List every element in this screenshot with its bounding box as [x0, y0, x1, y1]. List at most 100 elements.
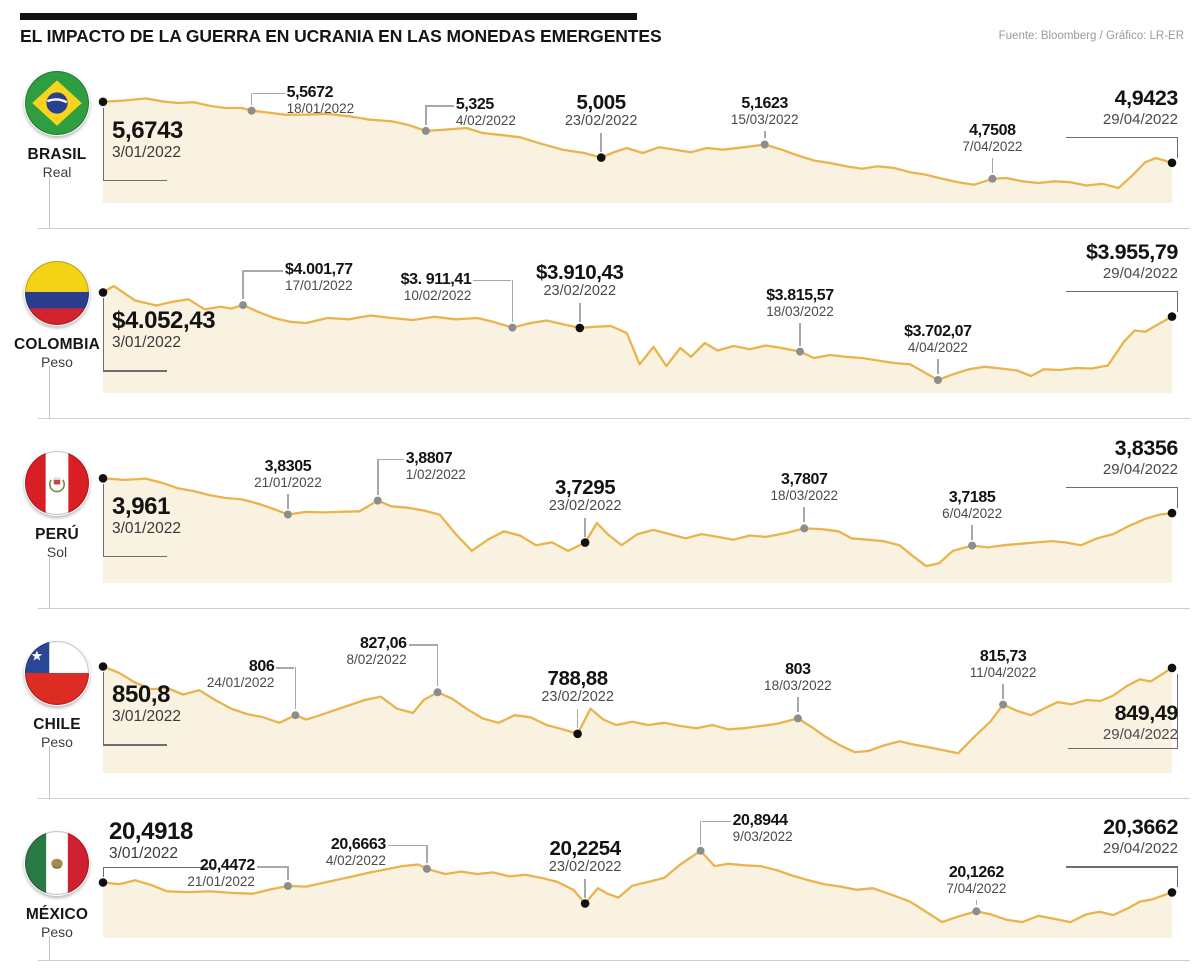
annotation-value: 3,8305: [264, 457, 312, 475]
annotation-bracket: [103, 556, 167, 558]
annotation-date: 18/03/2022: [766, 303, 834, 319]
annotation-start: 850,8 3/01/2022: [112, 682, 181, 727]
annotation-value: 4,7508: [969, 121, 1016, 139]
country-label: CHILE: [33, 716, 81, 733]
annotation-date: 18/01/2022: [286, 100, 355, 116]
annotation-connector: [473, 279, 512, 282]
annotation-key: $3.910,43 23/02/2022: [536, 262, 624, 300]
data-point-dot: [247, 106, 256, 115]
data-point-dot: [98, 474, 108, 483]
annotation-value: 5,325: [455, 95, 494, 113]
colombia-line-chart: $4.052,43 3/01/2022 $4.001,77 17/01/2022 $3.…: [0, 240, 1200, 440]
annotation-date: 21/01/2022: [254, 474, 322, 490]
annotation-date: 3/01/2022: [109, 844, 178, 862]
annotation-date: 29/04/2022: [1102, 725, 1178, 743]
annotation-date: 11/04/2022: [969, 664, 1037, 680]
annotation-connector: [1002, 683, 1004, 699]
annotation-value: 3,7295: [554, 475, 616, 499]
country-label: PERÚ: [35, 526, 79, 543]
data-point-dot: [793, 714, 802, 723]
annotation-connector: [971, 524, 973, 540]
data-point-dot: [575, 323, 585, 333]
data-point-dot: [239, 301, 247, 310]
annotation-mid: 4,7508 7/04/2022: [962, 122, 1022, 155]
annotation-end: $3.955,79 29/04/2022: [1086, 240, 1178, 283]
annotation-connector: [387, 844, 426, 847]
annotation-date: 23/02/2022: [564, 112, 638, 129]
data-point-dot: [421, 126, 430, 135]
annotation-end: 20,3662 29/04/2022: [1103, 816, 1178, 858]
annotation-bracket: [1068, 747, 1178, 750]
peru-line-chart: 3,961 3/01/2022 3,8305 21/01/2022 3,8807 1/02…: [0, 437, 1200, 630]
annotation-date: 3/01/2022: [112, 708, 181, 726]
annotation-bracket: [103, 672, 105, 745]
leader-line: [49, 556, 50, 608]
brazil-flag-icon: [24, 70, 90, 136]
data-point-dot: [422, 864, 431, 873]
annotation-bracket: [1176, 136, 1178, 158]
annotation-mid: $4.001,77 17/01/2022: [285, 261, 353, 294]
source-credit: Fuente: Bloomberg / Gráfico: LR-ER: [998, 30, 1184, 42]
annotation-key: 3,7295 23/02/2022: [549, 477, 622, 515]
data-point-dot: [373, 496, 382, 505]
annotation-mid: 3,7185 6/04/2022: [942, 489, 1002, 522]
chart-section-colombia: COLOMBIA Peso $4.052,43 3/01/2022 $4.001,7…: [0, 240, 1200, 440]
annotation-value: 20,6663: [330, 835, 386, 853]
annotation-date: 18/03/2022: [770, 488, 839, 504]
chart-section-brasil: BRASIL Real 5,6743 3/01/2022 5,5672 18/01/2…: [0, 60, 1200, 250]
data-point-dot: [1167, 888, 1177, 897]
annotation-date: 8/02/2022: [346, 652, 407, 668]
data-point-dot: [1167, 663, 1177, 673]
annotation-connector: [799, 322, 801, 346]
annotation-bracket: [1176, 673, 1178, 748]
annotation-bracket: [103, 866, 215, 868]
section-separator: [38, 228, 1190, 229]
currency-area-fill: [103, 98, 1172, 203]
annotation-mid: 5,1623 15/03/2022: [731, 95, 799, 128]
chile-chart-svg: [98, 662, 1177, 773]
annotation-connector: [991, 157, 994, 173]
leader-line: [49, 936, 50, 960]
mexico-chart-svg: [98, 846, 1177, 938]
section-separator: [38, 418, 1190, 419]
annotation-connector: [376, 458, 379, 495]
chile-flag-icon: [24, 640, 90, 706]
annotation-mid: 5,325 4/02/2022: [456, 96, 516, 129]
annotation-key: 788,88 23/02/2022: [541, 668, 614, 706]
data-point-dot: [1167, 508, 1177, 518]
annotation-date: 7/04/2022: [962, 138, 1023, 154]
annotation-value: 3,7807: [780, 471, 828, 489]
annotation-connector: [426, 104, 454, 107]
annotation-start: 20,4918 3/01/2022: [109, 819, 193, 864]
annotation-bracket: [103, 179, 167, 181]
annotation-bracket: [1066, 487, 1178, 489]
annotation-mid: 815,73 11/04/2022: [970, 648, 1037, 681]
annotation-value: 20,4918: [109, 817, 193, 845]
annotation-value: 827,06: [360, 635, 407, 653]
data-point-dot: [796, 347, 804, 356]
annotation-value: 20,1262: [948, 864, 1004, 882]
section-separator: [38, 608, 1190, 609]
annotation-mid: 827,06 8/02/2022: [347, 635, 407, 668]
data-point-dot: [800, 524, 809, 533]
annotation-date: 9/03/2022: [732, 828, 793, 844]
annotation-value: 20,4472: [199, 857, 255, 875]
annotation-connector: [436, 644, 439, 687]
mexico-flag-icon: [24, 830, 90, 896]
data-point-dot: [573, 729, 582, 739]
annotation-value: $4.052,43: [112, 307, 216, 335]
annotation-mid: 806 24/01/2022: [207, 658, 275, 691]
annotation-mid: $3.702,07 4/04/2022: [904, 323, 972, 356]
annotation-date: 6/04/2022: [942, 505, 1003, 521]
data-point-dot: [283, 510, 292, 519]
annotation-key: 20,2254 23/02/2022: [549, 838, 622, 876]
title-bar: [20, 13, 637, 20]
chart-section-mexico: MÉXICO Peso 20,4918 3/01/2022 20,4472 21/01…: [0, 812, 1200, 968]
annotation-value: 806: [248, 658, 275, 676]
annotation-value: 849,49: [1114, 700, 1179, 725]
annotation-bracket: [103, 866, 105, 877]
annotation-value: 3,8807: [405, 449, 453, 467]
annotation-bracket: [103, 484, 105, 557]
data-point-dot: [1167, 312, 1177, 321]
leader-line: [49, 366, 50, 418]
